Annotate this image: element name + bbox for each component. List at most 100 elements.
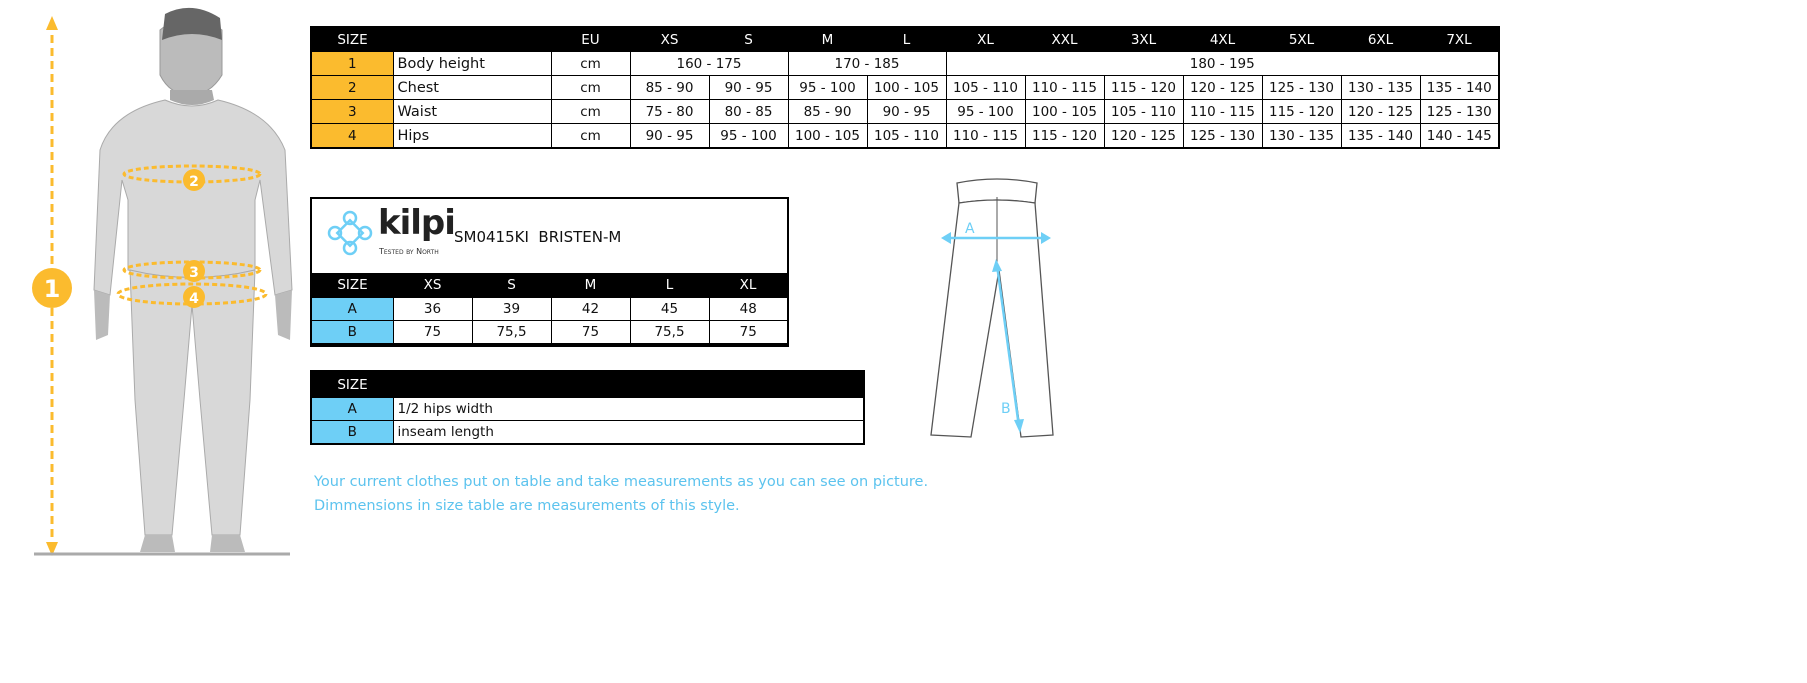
- table-cell: 125 - 130: [1419, 99, 1500, 124]
- table-cell: 105 - 110: [866, 123, 947, 149]
- table-cell: 120 - 125: [1182, 75, 1263, 100]
- row-label: Chest: [392, 75, 552, 100]
- product-title: SM0415KI BRISTEN-M: [454, 228, 622, 246]
- product-size-table: kilpi Tested by North SM0415KI BRISTEN-M…: [310, 197, 789, 347]
- table-cell: 80 - 85: [708, 99, 789, 124]
- legend-label-a: A: [310, 397, 394, 421]
- header-3xl: 3XL: [1104, 27, 1183, 52]
- header-s: S: [709, 27, 788, 52]
- table-row: 2 Chest cm 85 - 90 90 - 95 95 - 100 100 - 105 1…: [310, 75, 1500, 100]
- measurement-legend-table: SIZE A 1/2 hips width B inseam length: [310, 370, 865, 445]
- body-measurement-figure: 1 2 3 4: [32, 7, 293, 556]
- row-unit: cm: [550, 75, 631, 100]
- header-size: SIZE: [311, 27, 393, 52]
- row-number: 1: [310, 51, 394, 76]
- dimensions-note: Dimmensions in size table are measuremen…: [314, 498, 740, 514]
- table-cell: 110 - 115: [1182, 99, 1263, 124]
- header-xs: XS: [393, 273, 472, 298]
- table-cell: 90 - 95: [866, 99, 947, 124]
- legend-desc-a: 1/2 hips width: [392, 397, 865, 421]
- row-number: 4: [310, 123, 394, 149]
- header-eu: EU: [551, 27, 630, 52]
- table-cell: 90 - 95: [629, 123, 710, 149]
- kilpi-knot-logo-icon: [327, 210, 373, 256]
- instruction-note: Your current clothes put on table and ta…: [314, 474, 929, 490]
- table-cell: 95 - 100: [708, 123, 789, 149]
- table-cell: 160 - 175: [629, 51, 789, 76]
- row-label: Hips: [392, 123, 552, 149]
- legend-desc-b: inseam length: [392, 420, 865, 445]
- row-unit: cm: [550, 99, 631, 124]
- brand-header: kilpi Tested by North SM0415KI BRISTEN-M: [312, 199, 787, 273]
- table-cell: 110 - 115: [945, 123, 1026, 149]
- table-cell: 85 - 90: [629, 75, 710, 100]
- table-cell: 100 - 105: [866, 75, 947, 100]
- table-header-row: SIZE EU XS S M L XL XXL 3XL 4XL 5XL 6XL …: [311, 27, 1499, 52]
- table-cell: 115 - 120: [1103, 75, 1184, 100]
- legend-label-b: B: [310, 420, 394, 445]
- table-cell: 115 - 120: [1261, 99, 1342, 124]
- header-size: SIZE: [311, 371, 393, 398]
- table-cell: 95 - 100: [787, 75, 868, 100]
- header-7xl: 7XL: [1420, 27, 1499, 52]
- marker-1: 1: [32, 268, 72, 308]
- row-unit: cm: [550, 51, 631, 76]
- table-cell: 75,5: [471, 320, 552, 345]
- header-size: SIZE: [311, 273, 393, 298]
- table-cell: 75: [550, 320, 631, 345]
- table-cell: 170 - 185: [787, 51, 947, 76]
- marker-3: 3: [183, 260, 205, 282]
- table-cell: 105 - 110: [1103, 99, 1184, 124]
- header-xl: XL: [946, 27, 1025, 52]
- header-xxl: XXL: [1025, 27, 1104, 52]
- brand-tagline: Tested by North: [379, 247, 439, 256]
- table-cell: 110 - 115: [1024, 75, 1105, 100]
- row-label: Body height: [392, 51, 552, 76]
- header-xl: XL: [709, 273, 788, 298]
- marker-4: 4: [183, 286, 205, 308]
- svg-text:1: 1: [44, 275, 61, 303]
- header-6xl: 6XL: [1341, 27, 1420, 52]
- table-row: B inseam length: [310, 420, 865, 445]
- table-cell: 39: [471, 297, 552, 321]
- table-cell: 75,5: [629, 320, 710, 345]
- table-cell: 140 - 145: [1419, 123, 1500, 149]
- svg-text:2: 2: [189, 174, 199, 190]
- table-cell: 130 - 135: [1261, 123, 1342, 149]
- table-cell: 75 - 80: [629, 99, 710, 124]
- brand-logo-text: kilpi: [378, 203, 456, 243]
- table-cell: 125 - 130: [1261, 75, 1342, 100]
- header-4xl: 4XL: [1183, 27, 1262, 52]
- header-blank: [393, 371, 864, 398]
- table-cell: 90 - 95: [708, 75, 789, 100]
- svg-text:4: 4: [189, 291, 199, 307]
- row-number: 2: [310, 75, 394, 100]
- table-cell: 48: [708, 297, 789, 321]
- pants-measurement-figure: A B: [930, 178, 1054, 438]
- header-m: M: [551, 273, 630, 298]
- header-blank: [393, 27, 551, 52]
- table-row: 1 Body height cm 160 - 175 170 - 185 180…: [310, 51, 1500, 76]
- body-size-table: SIZE EU XS S M L XL XXL 3XL 4XL 5XL 6XL …: [310, 26, 1500, 149]
- header-m: M: [788, 27, 867, 52]
- table-cell: 180 - 195: [945, 51, 1500, 76]
- marker-2: 2: [183, 169, 205, 191]
- table-header-row: SIZE: [311, 371, 864, 398]
- measure-label: B: [310, 320, 394, 345]
- table-cell: 75: [708, 320, 789, 345]
- header-l: L: [630, 273, 709, 298]
- table-cell: 135 - 140: [1419, 75, 1500, 100]
- svg-text:3: 3: [189, 265, 199, 281]
- table-row: B 75 75,5 75 75,5 75: [310, 320, 789, 345]
- row-label: Waist: [392, 99, 552, 124]
- table-cell: 135 - 140: [1340, 123, 1421, 149]
- header-5xl: 5XL: [1262, 27, 1341, 52]
- row-number: 3: [310, 99, 394, 124]
- table-cell: 36: [392, 297, 473, 321]
- table-row: 4 Hips cm 90 - 95 95 - 100 100 - 105 105 - 110…: [310, 123, 1500, 149]
- product-measurements: SIZE XS S M L XL A 36 39 42 45 48 B 75 75,5 75 75,…: [310, 273, 789, 345]
- header-xs: XS: [630, 27, 709, 52]
- table-row: 3 Waist cm 75 - 80 80 - 85 85 - 90 90 - 95 95 -…: [310, 99, 1500, 124]
- table-cell: 42: [550, 297, 631, 321]
